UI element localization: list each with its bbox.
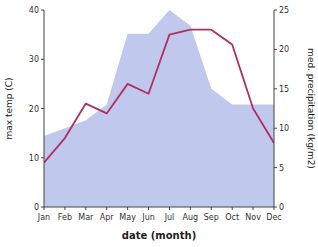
x-tick-label: Feb (58, 213, 72, 222)
y2-tick-label: 10 (279, 124, 289, 133)
x-tick (44, 207, 45, 210)
x-axis-label: date (month) (122, 230, 196, 241)
y-tick-label: 20 (29, 105, 39, 114)
y-tick-label: 0 (34, 203, 39, 212)
x-tick-label: Mar (78, 213, 94, 222)
y2-tick (274, 10, 277, 11)
y-tick-label: 10 (29, 154, 39, 163)
x-tick (85, 207, 86, 210)
x-tick-label: Jun (141, 213, 155, 222)
precipitation-area (44, 10, 274, 207)
x-tick-label: Aug (183, 213, 199, 222)
y-tick-label: 40 (29, 6, 39, 15)
x-tick (190, 207, 191, 210)
temperature-line (44, 30, 274, 163)
x-tick-label: Dec (266, 213, 281, 222)
y2-tick (274, 88, 277, 89)
y2-tick-label: 20 (279, 45, 289, 54)
x-tick (253, 207, 254, 210)
x-tick-label: Sep (204, 213, 219, 222)
x-tick (232, 207, 233, 210)
x-tick-label: Jul (164, 213, 175, 222)
y2-tick-label: 25 (279, 6, 289, 15)
y2-tick (274, 49, 277, 50)
x-tick-label: Oct (225, 213, 239, 222)
y2-tick-label: 0 (279, 203, 284, 212)
x-axis-line (44, 207, 274, 208)
y2-tick (274, 128, 277, 129)
y-tick-label: 30 (29, 55, 39, 64)
plot-area (44, 10, 274, 207)
x-tick-label: Apr (100, 213, 115, 222)
x-tick (106, 207, 107, 210)
y-axis-label: max temp (C) (4, 77, 14, 139)
y-tick (41, 157, 44, 158)
y2-axis-label: med. precipitation (kg/m2) (306, 48, 316, 169)
x-tick (169, 207, 170, 210)
x-tick-label: Jan (37, 213, 50, 222)
y2-tick-label: 15 (279, 85, 289, 94)
x-tick-label: May (119, 213, 136, 222)
y2-tick (274, 167, 277, 168)
y-tick (41, 59, 44, 60)
chart: 0 10 20 30 40 0 5 10 15 20 25 Jan Feb Mar Apr May Jun Jul… (0, 0, 318, 247)
x-tick (64, 207, 65, 210)
x-tick (148, 207, 149, 210)
y-tick (41, 10, 44, 11)
y-tick (41, 108, 44, 109)
x-tick (274, 207, 275, 210)
x-tick (127, 207, 128, 210)
x-tick-label: Nov (245, 213, 261, 222)
x-tick (211, 207, 212, 210)
y2-tick-label: 5 (279, 164, 284, 173)
y2-axis-line (274, 10, 275, 207)
